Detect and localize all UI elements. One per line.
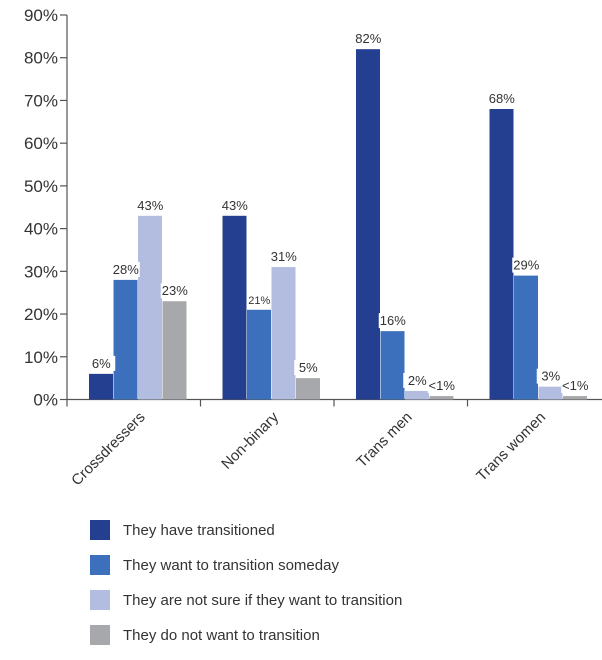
data-label: 28% [113, 262, 139, 277]
y-tick-label: 70% [24, 91, 58, 110]
bar [162, 301, 187, 400]
data-label-bg [427, 378, 456, 394]
data-label: 68% [489, 91, 515, 106]
legend-label: They are not sure if they want to transi… [123, 591, 403, 609]
data-label: <1% [429, 378, 456, 393]
legend-label: They want to transition someday [123, 556, 339, 574]
legend-item: They do not want to transition [90, 625, 402, 645]
bar [514, 275, 538, 400]
data-label-bg [294, 360, 323, 376]
data-label: 29% [513, 258, 539, 273]
bar [563, 396, 587, 400]
x-tick-label: Trans women [473, 409, 549, 485]
legend-label: They have transitioned [123, 521, 275, 539]
data-label: 16% [380, 313, 406, 328]
chart-bars [89, 49, 587, 400]
y-tick-label: 0% [33, 391, 58, 410]
data-label-bg [354, 31, 383, 47]
data-label-bg [561, 378, 590, 394]
x-tick-label: Crossdressers [68, 409, 148, 489]
bar [429, 396, 454, 400]
data-label: 5% [299, 360, 318, 375]
data-label: 23% [162, 283, 188, 298]
data-label-bg [136, 197, 165, 213]
data-label-bg [512, 257, 541, 273]
legend-swatch [90, 625, 110, 645]
data-label-bg [536, 368, 565, 384]
bar-chart: 0% 10% 20% 30% 40% 50% 60% 70% 80% 90% Crossdresse… [24, 6, 602, 489]
legend-swatch [90, 555, 110, 575]
data-label-bg [269, 249, 298, 265]
legend-item: They have transitioned [90, 520, 402, 540]
legend-item: They want to transition someday [90, 555, 402, 575]
y-tick-label: 50% [24, 177, 58, 196]
bar [380, 331, 405, 400]
legend-label: They do not want to transition [123, 626, 320, 644]
chart-axes: 0% 10% 20% 30% 40% 50% 60% 70% 80% 90% Crossdresse… [24, 6, 602, 489]
data-label: 6% [92, 356, 111, 371]
bar [356, 49, 380, 400]
y-tick-label: 80% [24, 49, 58, 68]
y-tick-label: 20% [24, 305, 58, 324]
bar [89, 373, 113, 400]
x-tick-label: Non-binary [218, 408, 282, 472]
data-label: 82% [355, 31, 381, 46]
x-tick-label: Trans men [353, 409, 415, 471]
legend-item: They are not sure if they want to transi… [90, 590, 402, 610]
data-label: 2% [408, 373, 427, 388]
y-tick-label: 40% [24, 220, 58, 239]
data-label: 21% [248, 295, 270, 307]
data-label: <1% [562, 378, 589, 393]
bar [296, 378, 320, 400]
y-tick-label: 60% [24, 134, 58, 153]
data-label-bg [87, 355, 116, 371]
legend-swatch [90, 590, 110, 610]
data-label: 43% [222, 198, 248, 213]
data-label-bg [250, 291, 269, 307]
bar [138, 215, 162, 400]
data-label: 31% [271, 249, 297, 264]
bar [222, 215, 247, 400]
data-label-bg [378, 313, 407, 329]
y-tick-label: 90% [24, 6, 58, 25]
bar [271, 267, 296, 400]
data-label-bg [111, 261, 140, 277]
data-label: 3% [541, 369, 560, 384]
data-label-bg [160, 283, 189, 299]
legend-swatch [90, 520, 110, 540]
bar [489, 108, 514, 400]
data-label-bg [487, 90, 516, 106]
y-tick-label: 30% [24, 262, 58, 281]
bar [113, 279, 138, 400]
chart-data-labels: 6% 43% 82% 68% 28% 21% 16% 29% 43% 31% 2% 3% 23% 5% <1… [87, 31, 590, 394]
bar [538, 386, 563, 400]
data-label-bg [403, 372, 432, 388]
y-tick-label: 10% [24, 348, 58, 367]
bar [405, 390, 429, 400]
bar [247, 309, 271, 400]
data-label-bg [220, 197, 249, 213]
data-label: 43% [137, 198, 163, 213]
chart-legend: They have transitioned They want to tran… [90, 520, 402, 660]
